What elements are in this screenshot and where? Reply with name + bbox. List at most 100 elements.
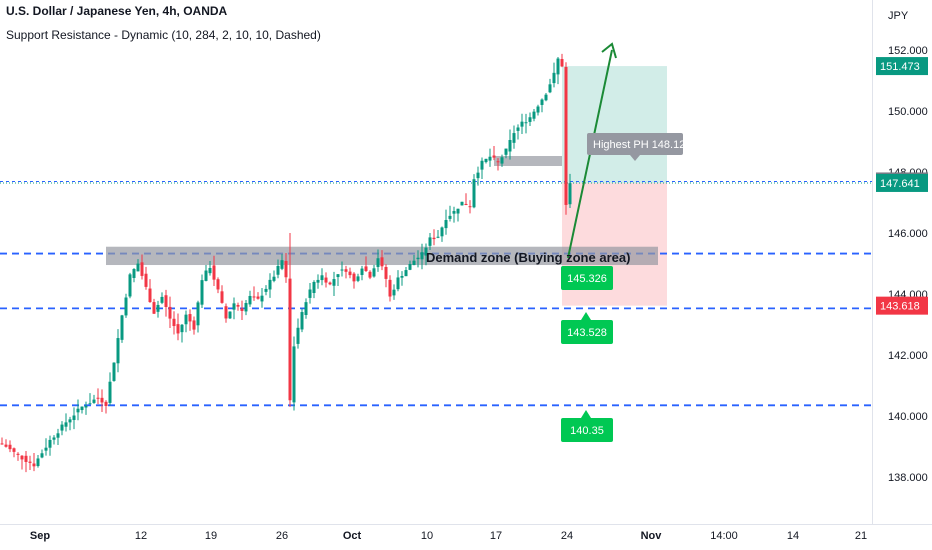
- candle-body: [272, 276, 276, 281]
- x-tick-label: 19: [205, 530, 217, 542]
- price-axis-label-text: 147.641: [880, 178, 920, 190]
- candle-body: [424, 247, 428, 256]
- x-tick-label: Sep: [30, 530, 50, 542]
- candle-body: [136, 263, 140, 272]
- price-axis-label: [876, 173, 928, 192]
- candle-body: [548, 84, 552, 93]
- level-tag-label: 145.326: [567, 273, 607, 285]
- candle-body: [276, 265, 280, 275]
- price-axis-label: [876, 57, 928, 76]
- y-tick-label: 150.000: [888, 106, 928, 118]
- candle-body: [216, 279, 220, 290]
- candle-body: [8, 444, 12, 450]
- candle-body: [224, 306, 228, 319]
- candle-body: [84, 405, 88, 408]
- candle-body: [320, 275, 324, 281]
- candle-body: [292, 346, 296, 403]
- y-tick-label: 146.000: [888, 228, 928, 240]
- candle-body: [40, 453, 44, 458]
- candle-body: [116, 338, 120, 364]
- candle-body: [412, 260, 416, 266]
- candle-body: [296, 327, 300, 344]
- candle-body: [236, 304, 240, 307]
- level-tag: [561, 320, 613, 344]
- price-axis-label-text: 143.618: [880, 301, 920, 313]
- candle-body: [568, 183, 572, 205]
- candle-body: [516, 127, 520, 131]
- candle-body: [316, 279, 320, 283]
- candle-body: [404, 270, 408, 277]
- candle-body: [392, 289, 396, 296]
- candle-body: [204, 270, 208, 281]
- candle-body: [488, 156, 492, 161]
- candle-body: [132, 269, 136, 278]
- candle-body: [260, 295, 264, 302]
- candle-body: [140, 262, 144, 276]
- candle-body: [476, 172, 480, 179]
- candle-body: [540, 99, 544, 105]
- candle-body: [536, 106, 540, 113]
- candle-body: [144, 273, 148, 287]
- candle-body: [188, 314, 192, 322]
- candle-body: [364, 266, 368, 271]
- candle-body: [436, 236, 440, 238]
- candle-body: [32, 463, 36, 467]
- candle-body: [88, 403, 92, 405]
- candle-body: [376, 258, 380, 267]
- candle-body: [16, 453, 20, 455]
- candle-body: [448, 215, 452, 219]
- candle-body: [112, 362, 116, 381]
- profit-zone: [562, 66, 667, 183]
- level-tag-pointer: [581, 312, 591, 320]
- candle-body: [504, 148, 508, 155]
- candle-body: [60, 424, 64, 431]
- candle-body: [308, 289, 312, 298]
- candle-body: [172, 318, 176, 327]
- candle-body: [512, 133, 516, 143]
- candle-body: [256, 296, 260, 299]
- candle-body: [472, 179, 476, 208]
- candle-body: [336, 274, 340, 278]
- indicator-label[interactable]: Support Resistance - Dynamic (10, 284, 2…: [6, 28, 321, 42]
- candle-body: [212, 265, 216, 280]
- candle-body: [244, 302, 248, 312]
- chart-title: U.S. Dollar / Japanese Yen, 4h, OANDA: [6, 4, 228, 18]
- candle-body: [232, 303, 236, 310]
- candle-body: [544, 94, 548, 101]
- candle-body: [432, 237, 436, 240]
- candle-body: [552, 72, 556, 84]
- x-tick-label: 14: [787, 530, 799, 542]
- candle-body: [148, 288, 152, 303]
- candle-body: [220, 291, 224, 303]
- candle-body: [384, 266, 388, 279]
- level-tag-pointer: [581, 410, 591, 418]
- candle-body: [228, 311, 232, 319]
- candle-body: [468, 206, 472, 208]
- candle-body: [208, 267, 212, 274]
- candle-body: [252, 296, 256, 298]
- candle-body: [332, 279, 336, 286]
- highest-ph-label: Highest PH 148.127: [593, 139, 691, 151]
- level-tag-label: 140.35: [570, 425, 604, 437]
- candle-body: [456, 208, 460, 214]
- candle-body: [352, 273, 356, 282]
- candle-body: [100, 397, 104, 403]
- y-tick-label: 152.000: [888, 45, 928, 57]
- candle-body: [492, 155, 496, 158]
- candle-body: [460, 201, 464, 206]
- y-tick-label: 138.000: [888, 472, 928, 484]
- x-tick-label: 24: [561, 530, 573, 542]
- candle-body: [556, 58, 560, 75]
- candle-body: [96, 397, 100, 399]
- candle-body: [396, 277, 400, 290]
- x-tick-label: 26: [276, 530, 288, 542]
- candle-body: [44, 447, 48, 451]
- candle-body: [340, 269, 344, 271]
- candle-body: [356, 276, 360, 281]
- candle-body: [388, 279, 392, 297]
- candle-body: [464, 203, 468, 205]
- level-tag: [561, 266, 613, 290]
- price-axis-label: [876, 296, 928, 315]
- level-tag: [561, 418, 613, 442]
